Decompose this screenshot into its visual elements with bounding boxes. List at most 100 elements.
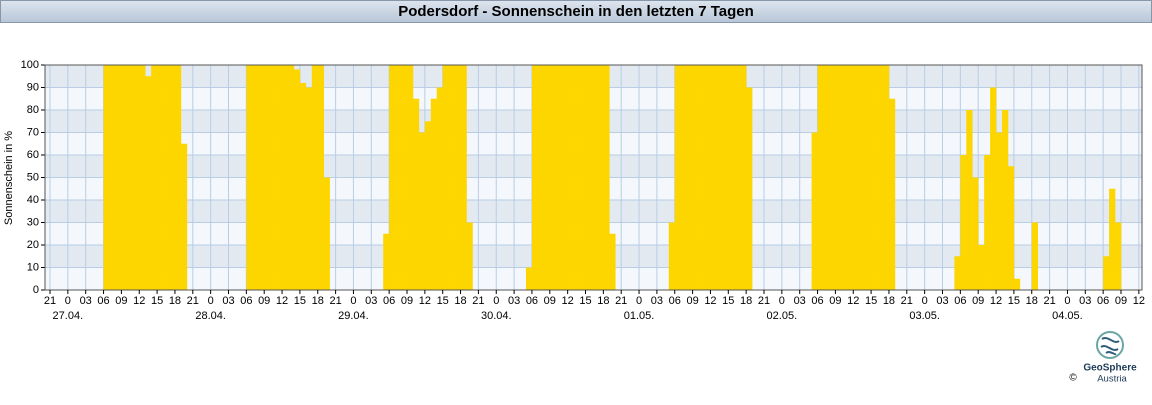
bar [972,177,979,290]
x-tick-label: 06 [526,295,538,307]
bar [734,65,741,290]
bar [883,65,890,290]
bar [430,98,438,290]
bar [454,65,461,290]
bar [573,65,580,290]
logo-sub: Austria [1097,374,1127,385]
x-tick-label: 06 [383,295,395,307]
x-tick-label: 18 [1026,295,1038,307]
bar [609,233,616,290]
plot-area: 0 10 20 30 40 50 60 70 80 90 100 21 0 03 06 09 12 15 18 21 0… [21,59,1145,322]
bar [888,98,896,290]
x-tick-label: 06 [240,295,252,307]
x-tick-label: 15 [722,295,734,307]
x-tick-label: 18 [740,295,752,307]
bar [157,65,164,290]
bar [817,65,824,290]
bar [401,65,408,290]
bar [1115,222,1122,290]
bar [722,65,729,290]
bar [442,65,449,290]
bar [115,65,122,290]
bar [877,65,884,290]
bar [389,65,396,290]
x-tick-label: 18 [312,295,324,307]
bar [1013,278,1021,290]
bar [448,65,455,290]
x-tick-label: 18 [597,295,609,307]
y-axis-label: Sonnenschein in % [3,131,15,225]
x-date-label: 28.04. [195,310,226,322]
bar [954,256,961,290]
bar [383,233,390,290]
y-tick-label: 10 [27,261,39,273]
bar [1109,188,1116,290]
x-tick-label: 06 [811,295,823,307]
bar [579,65,586,290]
x-tick-label: 06 [97,295,109,307]
x-tick-label: 18 [454,295,466,307]
x-tick-label: 09 [544,295,556,307]
bar [996,132,1003,290]
x-tick-label: 0 [493,295,499,307]
plot-border [44,64,1143,291]
y-tick-label: 80 [27,104,39,116]
x-tick-label: 09 [1115,295,1127,307]
x-tick-label: 21 [615,295,627,307]
x-tick-label: 15 [579,295,591,307]
bar [323,177,330,290]
bar [865,65,872,290]
bar [680,65,687,290]
bar [121,65,128,290]
x-tick-label: 03 [1079,295,1091,307]
bar [395,65,402,290]
bar [246,65,253,290]
x-tick-label: 09 [686,295,698,307]
x-tick-label: 15 [294,295,306,307]
bar [1002,110,1009,290]
bar [145,76,152,290]
x-tick-label: 03 [508,295,520,307]
bar [847,65,854,290]
bar [811,132,818,290]
x-tick-label: 15 [151,295,163,307]
x-tick-label: 12 [562,295,574,307]
x-date-label: 29.04. [338,310,369,322]
bar [436,87,443,290]
y-tick-label: 0 [33,284,39,296]
y-tick-label: 30 [27,216,39,228]
x-tick-label: 09 [401,295,413,307]
y-tick-label: 40 [27,194,39,206]
bar [549,65,557,290]
bar [526,267,533,290]
x-tick-label: 03 [651,295,663,307]
bar [460,65,467,290]
x-tick-label: 0 [65,295,71,307]
bar [412,98,420,290]
x-tick-label: 03 [222,295,234,307]
y-tick-label: 100 [21,59,39,71]
bar [288,65,295,290]
bar [264,65,271,290]
x-date-label: 01.05. [624,310,655,322]
x-date-label: 27.04. [53,310,84,322]
x-tick-label: 12 [419,295,431,307]
bar [543,65,551,290]
x-tick-label: 09 [972,295,984,307]
bar [418,132,426,290]
x-tick-label: 03 [794,295,806,307]
bar [293,69,301,290]
x-tick-label: 09 [829,295,841,307]
x-date-label: 30.04. [481,310,512,322]
bar [674,65,681,290]
bar [299,83,307,290]
bar [561,65,568,290]
bar [978,245,985,290]
bar [966,110,973,290]
bar [424,121,432,290]
x-tick-label: 21 [44,295,56,307]
x-tick-label: 15 [437,295,449,307]
x-tick-label: 15 [1008,295,1020,307]
bar [710,65,717,290]
